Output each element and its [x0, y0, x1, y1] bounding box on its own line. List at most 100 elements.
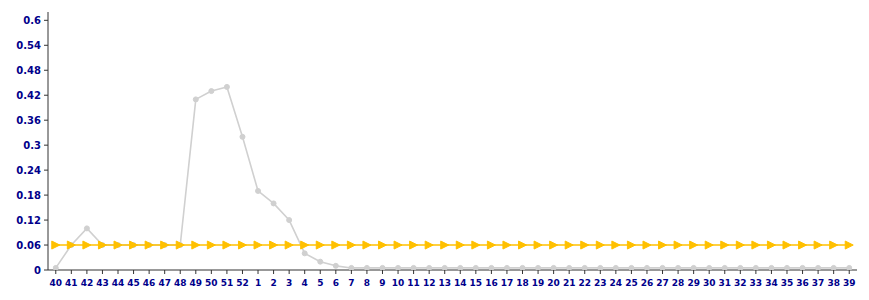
x-tick	[273, 270, 274, 274]
y-tick-label: 0.06	[16, 240, 41, 251]
y-tick-label: 0.3	[23, 140, 41, 151]
x-tick-label: 45	[127, 278, 140, 288]
marker	[176, 241, 184, 249]
marker	[318, 259, 323, 264]
marker	[472, 241, 480, 249]
x-tick	[335, 270, 336, 274]
y-tick-label: 0.36	[16, 115, 41, 126]
marker	[410, 241, 418, 249]
x-tick	[615, 270, 616, 274]
x-tick	[755, 270, 756, 274]
x-tick-label: 24	[610, 278, 623, 288]
x-tick-label: 37	[812, 278, 825, 288]
marker	[643, 241, 651, 249]
x-tick	[211, 270, 212, 274]
x-tick	[833, 270, 834, 274]
marker	[784, 265, 789, 270]
x-tick-label: 30	[703, 278, 716, 288]
marker	[52, 241, 60, 249]
x-tick-label: 18	[516, 278, 529, 288]
marker	[193, 97, 198, 102]
marker	[83, 241, 91, 249]
x-tick	[538, 270, 539, 274]
marker	[767, 241, 775, 249]
x-tick	[118, 270, 119, 274]
y-tick-label: 0.18	[16, 190, 41, 201]
x-tick	[786, 270, 787, 274]
x-tick-label: 16	[485, 278, 498, 288]
x-tick-label: 50	[205, 278, 218, 288]
y-tick	[44, 245, 48, 246]
marker	[534, 241, 542, 249]
marker	[721, 241, 729, 249]
marker	[847, 265, 852, 270]
marker	[831, 265, 836, 270]
marker	[364, 265, 369, 270]
x-tick-label: 41	[65, 278, 78, 288]
x-tick	[304, 270, 305, 274]
marker	[705, 241, 713, 249]
y-tick	[44, 170, 48, 171]
x-tick-label: 20	[547, 278, 560, 288]
marker	[736, 241, 744, 249]
x-tick	[55, 270, 56, 274]
marker	[378, 241, 386, 249]
marker	[425, 241, 433, 249]
marker	[316, 241, 324, 249]
x-tick	[724, 270, 725, 274]
marker	[503, 241, 511, 249]
x-tick-label: 2	[270, 278, 276, 288]
marker	[271, 201, 276, 206]
marker	[612, 241, 620, 249]
x-tick-label: 19	[532, 278, 545, 288]
marker	[550, 241, 558, 249]
x-tick-label: 1	[255, 278, 261, 288]
x-tick-label: 26	[641, 278, 654, 288]
line	[56, 87, 849, 268]
x-tick	[662, 270, 663, 274]
x-tick-label: 31	[718, 278, 731, 288]
marker	[567, 265, 572, 270]
y-tick-label: 0	[34, 265, 41, 276]
marker	[845, 241, 853, 249]
x-tick	[584, 270, 585, 274]
marker	[691, 265, 696, 270]
marker	[783, 241, 791, 249]
x-tick-label: 13	[438, 278, 451, 288]
marker	[240, 134, 245, 139]
x-tick-label: 43	[96, 278, 109, 288]
marker	[209, 89, 214, 94]
x-tick	[600, 270, 601, 274]
marker	[458, 265, 463, 270]
marker	[363, 241, 371, 249]
marker	[53, 265, 58, 270]
marker	[752, 241, 760, 249]
marker	[660, 265, 665, 270]
x-tick	[818, 270, 819, 274]
y-tick-label: 0.24	[16, 165, 41, 176]
y-tick	[44, 120, 48, 121]
marker	[644, 265, 649, 270]
marker	[347, 241, 355, 249]
x-tick	[849, 270, 850, 274]
marker	[84, 226, 89, 231]
x-tick	[771, 270, 772, 274]
x-tick	[289, 270, 290, 274]
marker	[256, 188, 261, 193]
x-tick	[429, 270, 430, 274]
marker	[302, 251, 307, 256]
x-tick	[351, 270, 352, 274]
marker	[145, 241, 153, 249]
x-tick-label: 7	[348, 278, 354, 288]
x-tick-label: 9	[379, 278, 385, 288]
marker	[254, 241, 262, 249]
x-tick	[226, 270, 227, 274]
y-tick	[44, 270, 48, 271]
x-tick	[164, 270, 165, 274]
marker	[581, 241, 589, 249]
x-tick-label: 11	[407, 278, 420, 288]
marker	[596, 241, 604, 249]
x-tick-label: 23	[594, 278, 607, 288]
y-tick-label: 0.6	[23, 15, 41, 26]
x-tick-label: 38	[827, 278, 840, 288]
